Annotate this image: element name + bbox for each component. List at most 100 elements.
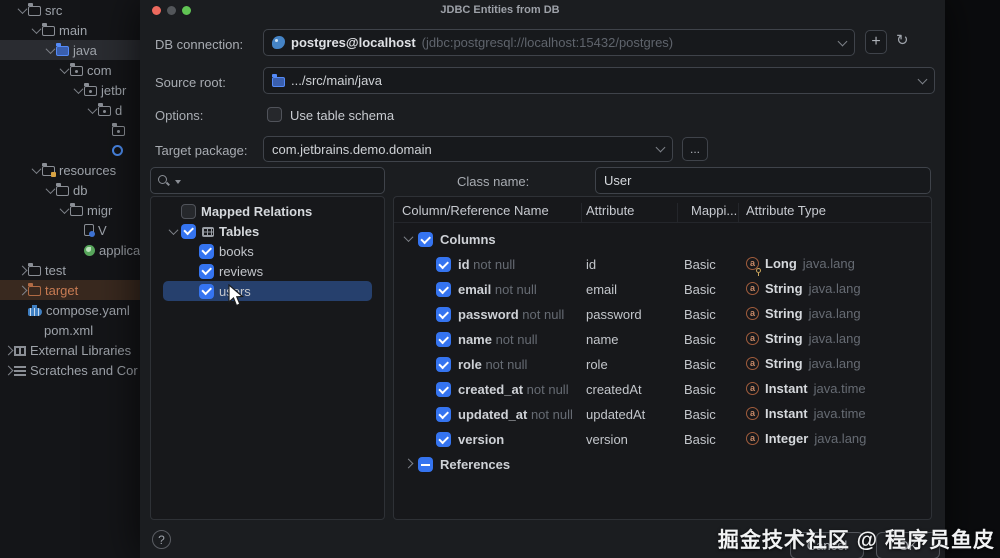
class-name-input[interactable]: User bbox=[595, 167, 931, 194]
columns-group-row-checkbox[interactable] bbox=[418, 232, 433, 247]
target-package-combobox[interactable]: com.jetbrains.demo.domain bbox=[263, 136, 673, 162]
tables-tree-panel: Mapped Relations Tables books reviews users bbox=[150, 196, 385, 520]
db-connection-combobox[interactable]: postgres@localhost (jdbc:postgresql://lo… bbox=[263, 29, 855, 56]
version-checkbox[interactable] bbox=[436, 432, 451, 447]
column-row-version[interactable]: version version Basic a Integer java.lang bbox=[394, 427, 931, 452]
column-row-updated_at[interactable]: updated_at not null updatedAt Basic a Instan… bbox=[394, 402, 931, 427]
column-row-created_at[interactable]: created_at not null createdAt Basic a Instan… bbox=[394, 377, 931, 402]
chevron-down-icon[interactable] bbox=[45, 183, 55, 194]
mapping-value: Basic bbox=[684, 332, 716, 347]
attribute-type-cell: a String java.lang bbox=[746, 356, 861, 371]
chevron-down-icon[interactable] bbox=[837, 36, 848, 46]
project-tree-item-resources[interactable]: resources bbox=[0, 160, 140, 180]
references-group-row[interactable]: References bbox=[394, 452, 931, 477]
chevron-down-icon[interactable] bbox=[59, 63, 69, 74]
column-header-2[interactable]: Attribute bbox=[586, 203, 635, 218]
search-options-chevron-icon[interactable] bbox=[175, 179, 181, 184]
add-connection-button[interactable]: + bbox=[865, 30, 887, 54]
ok-button[interactable]: OK bbox=[876, 532, 940, 558]
users-checkbox[interactable] bbox=[199, 283, 214, 299]
column-row-email[interactable]: email not null email Basic a String java.lang bbox=[394, 277, 931, 302]
project-tree-item-src[interactable]: src bbox=[0, 0, 140, 20]
project-tree-item-Scratches and Cor[interactable]: Scratches and Cor bbox=[0, 360, 140, 380]
chevron-down-icon[interactable] bbox=[31, 23, 41, 34]
chevron-down-icon[interactable] bbox=[168, 224, 178, 235]
project-tree-item-class-blue[interactable] bbox=[0, 140, 140, 160]
project-tree-item-applica[interactable]: applica bbox=[0, 240, 140, 260]
chevron-down-icon[interactable] bbox=[17, 3, 27, 14]
column-header-4[interactable]: Attribute Type bbox=[746, 203, 826, 218]
email-checkbox[interactable] bbox=[436, 282, 451, 297]
chevron-down-icon[interactable] bbox=[403, 232, 413, 243]
zoom-window-icon[interactable] bbox=[182, 6, 191, 15]
chevron-down-icon[interactable] bbox=[917, 74, 928, 84]
project-tree-item-main[interactable]: main bbox=[0, 20, 140, 40]
mapped-relations-checkbox[interactable] bbox=[181, 203, 196, 219]
attribute-name: id bbox=[586, 257, 597, 272]
db-connection-url: (jdbc:postgresql://localhost:15432/postg… bbox=[421, 35, 674, 50]
project-tree-item-java[interactable]: java bbox=[0, 40, 140, 60]
target-package-value: com.jetbrains.demo.domain bbox=[272, 141, 432, 157]
references-group-row-checkbox[interactable] bbox=[418, 457, 433, 472]
updated_at-checkbox[interactable] bbox=[436, 407, 451, 422]
chevron-right-icon[interactable] bbox=[403, 458, 413, 469]
type-package: java.time bbox=[813, 381, 866, 396]
browse-package-button[interactable]: ... bbox=[682, 137, 708, 161]
reviews-checkbox[interactable] bbox=[199, 263, 214, 279]
tables-checkbox[interactable] bbox=[181, 223, 196, 239]
project-tree-item-target[interactable]: target bbox=[0, 280, 140, 300]
id-checkbox[interactable] bbox=[436, 257, 451, 272]
role-checkbox[interactable] bbox=[436, 357, 451, 372]
search-input[interactable] bbox=[150, 167, 385, 194]
tables-tree-item-mapped-relations[interactable]: Mapped Relations bbox=[163, 201, 372, 221]
package-icon bbox=[112, 123, 125, 136]
chevron-down-icon[interactable] bbox=[59, 203, 69, 214]
name-checkbox[interactable] bbox=[436, 332, 451, 347]
tables-tree-item-tables[interactable]: Tables bbox=[163, 221, 372, 241]
project-tree-item-V[interactable]: V bbox=[0, 220, 140, 240]
column-header-3[interactable]: Mappi... bbox=[691, 203, 738, 218]
column-row-role[interactable]: role not null role Basic a String java.lang bbox=[394, 352, 931, 377]
use-table-schema-label[interactable]: Use table schema bbox=[290, 108, 395, 123]
chevron-right-icon[interactable] bbox=[17, 285, 27, 295]
project-tree-item-package[interactable] bbox=[0, 120, 140, 140]
tables-tree-item-books[interactable]: books bbox=[163, 241, 372, 261]
source-root-combobox[interactable]: .../src/main/java bbox=[263, 67, 935, 94]
tables-tree-item-reviews[interactable]: reviews bbox=[163, 261, 372, 281]
columns-group-row[interactable]: Columns bbox=[394, 227, 931, 252]
help-button[interactable]: ? bbox=[152, 530, 171, 549]
project-tree-item-db[interactable]: db bbox=[0, 180, 140, 200]
chevron-down-icon[interactable] bbox=[73, 83, 83, 94]
project-tree-item-pom.xml[interactable]: pom.xml bbox=[0, 320, 140, 340]
type-name: String bbox=[765, 356, 803, 371]
books-checkbox[interactable] bbox=[199, 243, 214, 259]
project-tree-item-com[interactable]: com bbox=[0, 60, 140, 80]
project-tree-item-jetbr[interactable]: jetbr bbox=[0, 80, 140, 100]
project-tree-item-migr[interactable]: migr bbox=[0, 200, 140, 220]
project-tree-item-test[interactable]: test bbox=[0, 260, 140, 280]
project-tree-item-label: pom.xml bbox=[44, 322, 94, 338]
password-checkbox[interactable] bbox=[436, 307, 451, 322]
chevron-down-icon[interactable] bbox=[31, 163, 41, 174]
project-tree-item-External Libraries[interactable]: External Libraries bbox=[0, 340, 140, 360]
refresh-icon[interactable]: ↻ bbox=[896, 32, 909, 49]
created_at-checkbox[interactable] bbox=[436, 382, 451, 397]
chevron-right-icon[interactable] bbox=[3, 365, 13, 375]
chevron-down-icon[interactable] bbox=[45, 43, 55, 54]
cancel-button[interactable]: Cancel bbox=[790, 532, 864, 558]
chevron-down-icon[interactable] bbox=[87, 103, 97, 114]
project-tree-item-d[interactable]: d bbox=[0, 100, 140, 120]
chevron-slot bbox=[16, 3, 28, 14]
project-tree-item-compose.yaml[interactable]: compose.yaml bbox=[0, 300, 140, 320]
chevron-right-icon[interactable] bbox=[17, 265, 27, 275]
chevron-down-icon[interactable] bbox=[655, 142, 666, 153]
column-row-password[interactable]: password not null password Basic a String jav… bbox=[394, 302, 931, 327]
use-table-schema-checkbox[interactable] bbox=[267, 107, 282, 122]
file-sql-icon bbox=[84, 224, 95, 237]
close-window-icon[interactable] bbox=[152, 6, 161, 15]
column-row-id[interactable]: id not null id Basic a Long java.lang bbox=[394, 252, 931, 277]
tables-tree-item-users[interactable]: users bbox=[163, 281, 372, 301]
chevron-right-icon[interactable] bbox=[3, 345, 13, 355]
column-row-name[interactable]: name not null name Basic a String java.lang bbox=[394, 327, 931, 352]
column-header-1[interactable]: Column/Reference Name bbox=[402, 203, 549, 218]
